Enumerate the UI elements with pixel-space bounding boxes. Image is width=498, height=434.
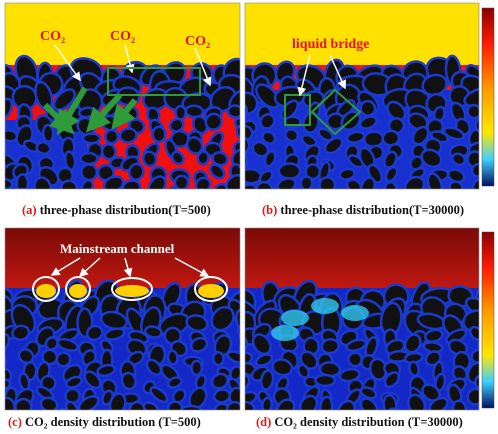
- panel: [0, 228, 256, 434]
- annotation: CO₂: [185, 34, 210, 49]
- grain: [233, 407, 255, 428]
- grain: [315, 375, 335, 386]
- co2-plume: [281, 310, 309, 326]
- grain: [197, 151, 210, 166]
- grain: [81, 188, 95, 204]
- grain: [300, 176, 312, 190]
- grain: [240, 168, 262, 184]
- caption-d: (d) CO₂ density distribution (T=30000): [256, 415, 463, 429]
- panel-label: (a): [22, 203, 37, 217]
- grain: [153, 127, 166, 142]
- grain: [119, 128, 137, 144]
- grain: [279, 163, 300, 178]
- gas-top: [245, 228, 479, 288]
- grain: [211, 191, 234, 210]
- grain: [12, 189, 32, 203]
- hot-spot: [198, 284, 224, 298]
- hot-spot: [69, 284, 87, 298]
- grain: [349, 353, 362, 366]
- caption-text: CO₂ density distribution (T=30000): [274, 415, 462, 429]
- grain: [167, 401, 183, 415]
- gas-top: [245, 3, 479, 65]
- grain: [232, 189, 254, 205]
- grain: [43, 125, 54, 142]
- grain: [213, 352, 223, 365]
- hot-spot: [36, 284, 56, 298]
- grain: [364, 131, 384, 148]
- grain: [167, 350, 178, 365]
- grain: [0, 189, 15, 209]
- co2-plume: [311, 298, 339, 314]
- grain: [1, 129, 17, 142]
- grain: [232, 189, 249, 204]
- caption-c: (c) CO₂ density distribution (T=500): [8, 415, 201, 429]
- grain: [79, 107, 95, 118]
- annotation: Mainstream channel: [60, 241, 175, 256]
- caption-text: CO₂ density distribution (T=500): [25, 415, 201, 429]
- grain: [232, 410, 247, 431]
- grain: [61, 180, 78, 195]
- grain: [175, 106, 186, 120]
- grain: [83, 133, 100, 143]
- grain: [213, 388, 230, 403]
- panels: [0, 3, 498, 434]
- annotation: CO₂: [40, 29, 65, 44]
- panel-label: (b): [262, 203, 277, 217]
- grain: [80, 153, 97, 164]
- grain: [262, 397, 273, 412]
- grain: [227, 105, 243, 118]
- grain: [204, 412, 223, 431]
- caption-text: three-phase distribution(T=30000): [280, 203, 464, 217]
- hot-spot: [115, 285, 149, 297]
- colorbar: [482, 232, 494, 408]
- co2-plume: [271, 325, 299, 341]
- co2-plume: [341, 305, 369, 321]
- grain: [191, 361, 202, 375]
- grain: [16, 174, 28, 192]
- annotation: CO₂: [110, 29, 135, 44]
- annotation: liquid bridge: [292, 37, 369, 52]
- grain: [466, 416, 488, 433]
- caption-b: (b) three-phase distribution(T=30000): [262, 203, 464, 217]
- grain: [466, 190, 484, 208]
- caption-a: (a) three-phase distribution(T=500): [22, 203, 211, 217]
- colorbar: [482, 8, 494, 186]
- panel-label: (d): [256, 415, 271, 429]
- panel-label: (c): [8, 415, 22, 429]
- panel: [229, 228, 498, 434]
- grain: [80, 163, 98, 181]
- caption-text: three-phase distribution(T=500): [40, 203, 211, 217]
- figure: (a) three-phase distribution(T=500) (b) …: [0, 0, 498, 434]
- grain: [226, 401, 243, 417]
- grain: [256, 182, 272, 198]
